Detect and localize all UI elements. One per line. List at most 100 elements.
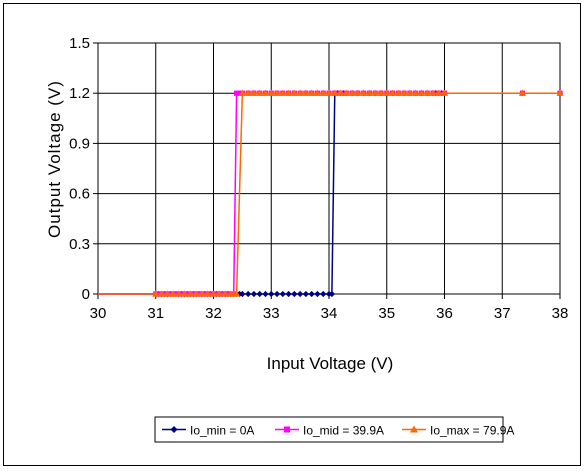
data-point-marker: [325, 89, 333, 96]
data-point-marker: [291, 290, 298, 298]
x-tick-label: 37: [494, 305, 511, 322]
data-point-marker: [371, 89, 379, 96]
data-point-marker: [244, 89, 252, 96]
data-point-marker: [388, 89, 397, 96]
series-layer: [98, 89, 564, 298]
x-axis-label: Input Voltage (V): [267, 354, 394, 373]
x-tick-label: 34: [321, 305, 338, 322]
data-point-marker: [279, 290, 286, 298]
legend-label: Io_min = 0A: [190, 424, 254, 438]
axis-layer: 30 31 32 33 34 35 36 37 38 0 0.3 0.6 0.9 1.2 1.5: [69, 35, 568, 322]
data-point-marker: [250, 89, 258, 96]
chart-frame: 30 31 32 33 34 35 36 37 38 0 0.3 0.6 0.9 1.2 1.5 Input…: [3, 3, 581, 466]
data-point-marker: [192, 290, 200, 297]
data-point-marker: [342, 89, 350, 96]
data-point-marker: [423, 89, 431, 96]
data-point-marker: [394, 89, 402, 96]
data-point-marker: [365, 89, 374, 96]
y-tick-label: 0.6: [69, 186, 90, 203]
data-point-marker: [256, 89, 264, 96]
legend-entry: Io_max = 79.9A: [402, 424, 514, 438]
data-point-marker: [279, 89, 287, 96]
grid-layer: [97, 42, 561, 295]
data-point-marker: [440, 89, 449, 96]
data-point-marker: [239, 290, 246, 298]
data-point-marker: [169, 290, 177, 297]
x-tick-label: 30: [90, 305, 107, 322]
data-point-marker: [233, 290, 241, 297]
data-point-marker: [284, 89, 293, 96]
data-point-marker: [256, 290, 263, 298]
data-point-marker: [290, 89, 298, 96]
data-point-marker: [198, 290, 206, 297]
data-point-marker: [221, 290, 229, 297]
data-point-marker: [302, 89, 310, 96]
data-point-marker: [268, 290, 275, 298]
series-3: [98, 89, 564, 297]
x-tick-label: 33: [263, 305, 280, 322]
data-point-marker: [320, 290, 327, 298]
data-point-marker: [181, 290, 189, 297]
data-point-marker: [360, 89, 368, 96]
data-point-marker: [331, 89, 339, 96]
data-point-marker: [245, 290, 252, 298]
data-point-marker: [314, 290, 321, 298]
legend-entry: Io_mid = 39.9A: [275, 424, 384, 438]
data-point-marker: [284, 426, 290, 433]
data-point-marker: [429, 89, 437, 96]
data-point-marker: [186, 290, 194, 297]
y-axis-label: Output Voltage (V): [45, 80, 64, 238]
data-point-marker: [319, 89, 327, 96]
data-point-marker: [400, 89, 408, 96]
data-point-marker: [377, 89, 385, 96]
data-point-marker: [435, 89, 443, 96]
x-tick-label: 31: [147, 305, 164, 322]
data-point-marker: [328, 290, 335, 298]
chart-svg: 30 31 32 33 34 35 36 37 38 0 0.3 0.6 0.9 1.2 1.5 Input…: [45, 35, 568, 443]
data-point-marker: [348, 89, 356, 96]
data-point-marker: [170, 426, 178, 433]
y-tick-label: 0.3: [69, 236, 90, 253]
data-point-marker: [163, 290, 171, 297]
data-point-marker: [285, 290, 292, 298]
data-point-marker: [412, 89, 420, 96]
data-point-marker: [308, 290, 315, 298]
data-point-marker: [313, 89, 322, 96]
data-point-marker: [157, 290, 166, 297]
x-tick-label: 32: [205, 305, 222, 322]
y-tick-label: 0: [82, 286, 90, 303]
legend-entry: Io_min = 0A: [162, 424, 254, 438]
data-point-marker: [261, 89, 270, 96]
data-point-marker: [273, 89, 281, 96]
data-point-marker: [250, 290, 258, 298]
data-point-marker: [308, 89, 316, 96]
data-point-marker: [267, 89, 275, 96]
data-point-marker: [262, 290, 269, 298]
data-point-marker: [236, 90, 243, 96]
y-tick-label: 0.9: [69, 135, 90, 152]
x-tick-label: 36: [436, 305, 453, 322]
x-tick-label: 35: [378, 305, 395, 322]
data-point-marker: [234, 90, 240, 96]
data-point-marker: [238, 89, 246, 96]
legend: Io_min = 0A Io_mid = 39.9A Io_max = 79.9A: [154, 416, 514, 443]
data-point-marker: [209, 290, 218, 297]
data-point-marker: [302, 290, 309, 298]
data-point-marker: [152, 290, 160, 297]
y-tick-label: 1.5: [69, 35, 90, 52]
data-point-marker: [204, 290, 212, 297]
legend-label: Io_max = 79.9A: [430, 424, 514, 438]
data-point-marker: [556, 89, 564, 96]
data-point-marker: [175, 290, 183, 297]
data-point-marker: [417, 89, 425, 96]
data-point-marker: [296, 89, 304, 96]
y-tick-label: 1.2: [69, 85, 90, 102]
data-point-marker: [406, 89, 414, 96]
data-point-marker: [383, 89, 391, 96]
x-tick-label: 38: [552, 305, 569, 322]
data-point-marker: [336, 89, 345, 96]
data-point-marker: [518, 89, 527, 96]
legend-box: [154, 416, 504, 443]
data-point-marker: [297, 290, 304, 298]
data-point-marker: [273, 290, 281, 298]
